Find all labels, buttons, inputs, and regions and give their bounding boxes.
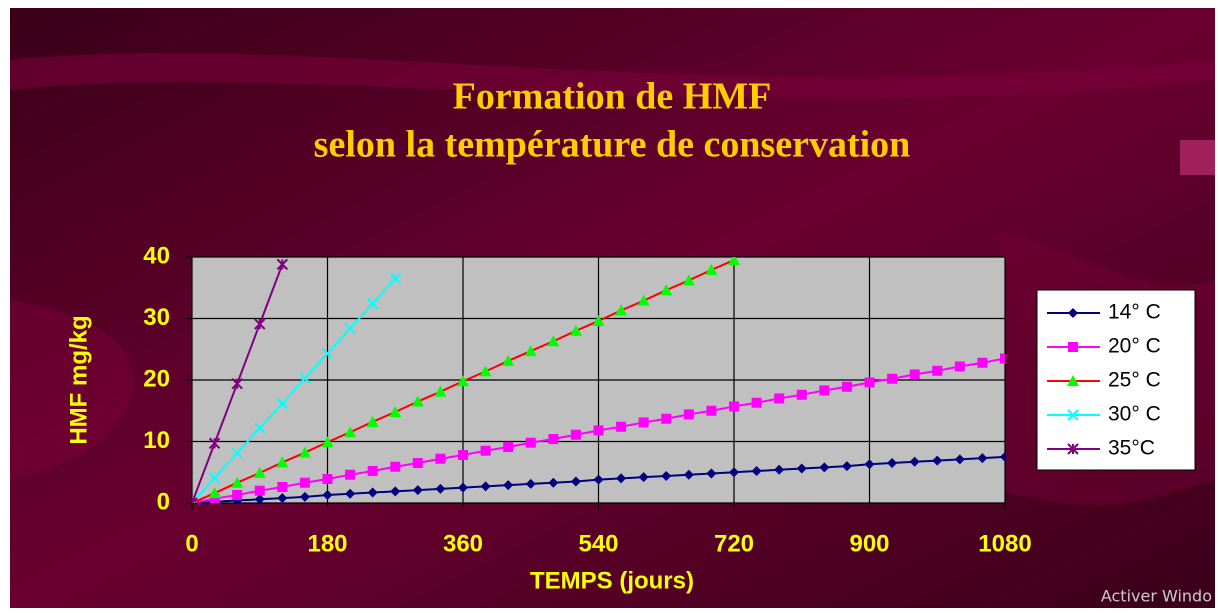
data-point	[842, 382, 852, 392]
x-tick-label: 900	[849, 530, 889, 557]
y-axis-label: HMF mg/kg	[65, 315, 92, 444]
data-point	[865, 377, 875, 387]
x-tick-label: 1080	[978, 530, 1031, 557]
data-point	[571, 430, 581, 440]
legend-label: 30° C	[1108, 403, 1161, 426]
y-tick-label: 10	[143, 427, 170, 454]
data-point	[887, 374, 897, 384]
legend-label: 20° C	[1108, 335, 1161, 358]
chart: Formation de HMF selon la température de…	[0, 0, 1220, 608]
data-point	[594, 425, 604, 435]
data-point	[706, 406, 716, 416]
data-point	[548, 434, 558, 444]
data-point	[323, 474, 333, 484]
data-point	[932, 366, 942, 376]
y-tick-label: 20	[143, 365, 170, 392]
watermark: Activer Windo	[1101, 587, 1212, 606]
x-tick-label: 540	[578, 530, 618, 557]
data-point	[345, 470, 355, 480]
legend-label: 25° C	[1108, 369, 1161, 392]
x-axis-label: TEMPS (jours)	[530, 567, 694, 594]
y-tick-label: 0	[157, 488, 170, 515]
data-point	[413, 458, 423, 468]
data-point	[435, 454, 445, 464]
data-point	[458, 450, 468, 460]
data-point	[300, 478, 310, 488]
legend-marker	[1068, 342, 1078, 352]
data-point	[910, 369, 920, 379]
legend-label: 14° C	[1108, 301, 1161, 324]
x-tick-label: 720	[714, 530, 754, 557]
y-tick-label: 30	[143, 304, 170, 331]
data-point	[368, 466, 378, 476]
data-point	[819, 385, 829, 395]
data-point	[955, 361, 965, 371]
data-point	[390, 462, 400, 472]
data-point	[774, 393, 784, 403]
chart-title: Formation de HMF	[453, 76, 772, 118]
y-tick-label: 40	[143, 242, 170, 269]
data-point	[797, 390, 807, 400]
decoration	[1180, 140, 1215, 175]
data-point	[232, 490, 242, 500]
data-point	[255, 486, 265, 496]
x-tick-label: 180	[307, 530, 347, 557]
x-tick-label: 360	[443, 530, 483, 557]
data-point	[503, 442, 513, 452]
chart-subtitle: selon la température de conservation	[314, 124, 911, 166]
page: {"chart_data": {"type": "line", "title":…	[0, 0, 1220, 608]
data-point	[639, 417, 649, 427]
data-point	[729, 401, 739, 411]
data-point	[526, 438, 536, 448]
data-point	[277, 482, 287, 492]
legend-label: 35°C	[1108, 437, 1155, 460]
data-point	[616, 422, 626, 432]
data-point	[752, 398, 762, 408]
data-point	[977, 358, 987, 368]
data-point	[481, 446, 491, 456]
data-point	[661, 414, 671, 424]
data-point	[684, 409, 694, 419]
x-tick-label: 0	[185, 530, 198, 557]
